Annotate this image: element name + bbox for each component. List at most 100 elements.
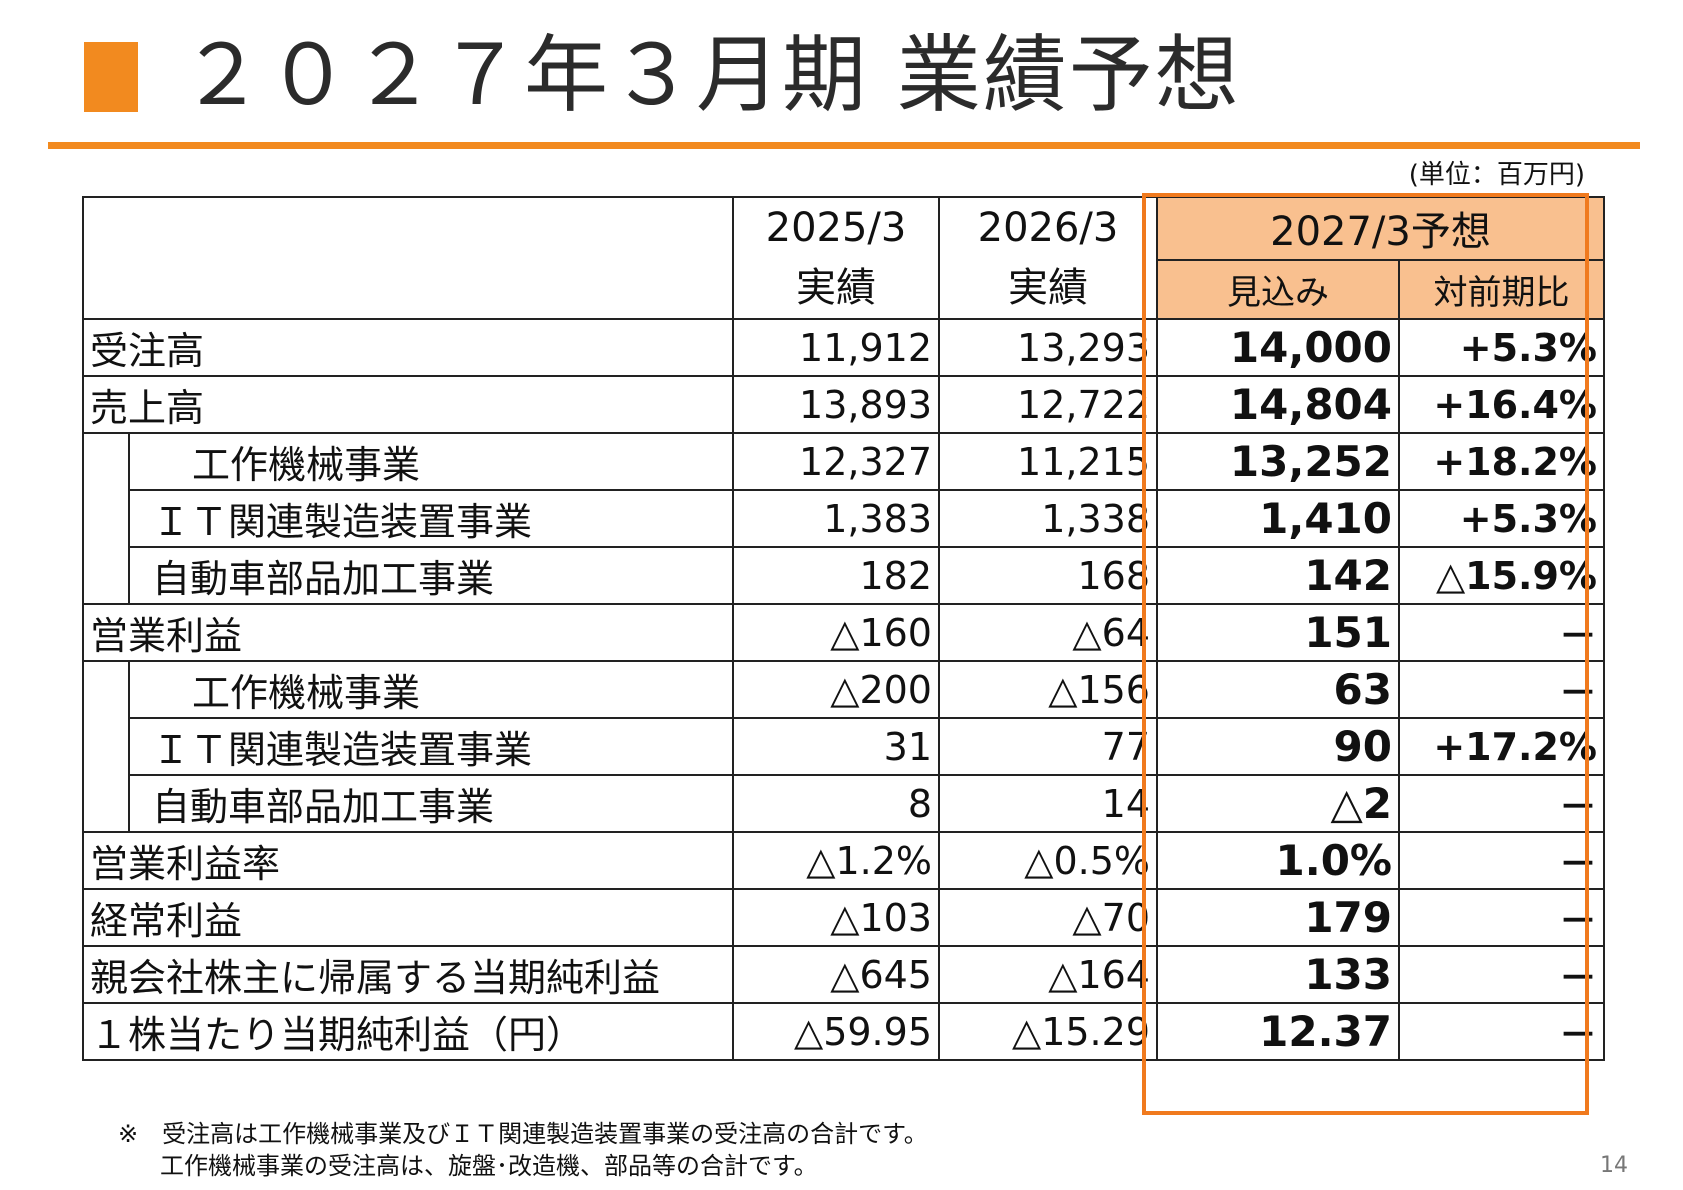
value-2026: △64	[938, 603, 1158, 662]
header-blank-cell	[82, 196, 734, 320]
value-2026: △164	[938, 945, 1158, 1004]
header-2026: 2026/3 実績	[938, 196, 1158, 320]
value-forecast: 63	[1156, 660, 1400, 719]
value-yoy: △15.9%	[1398, 546, 1605, 605]
value-2025: 1,383	[732, 489, 940, 548]
header-row-1: 2025/3 実績 2026/3 実績 2027/3予想	[82, 196, 1605, 320]
footnote-line-2: 工作機械事業の受注高は、旋盤･改造機、部品等の合計です。	[160, 1152, 818, 1180]
row-op-auto-parts: 自動車部品加工事業 8 14 △2 －	[83, 774, 1605, 833]
unit-note: (単位：百万円)	[1408, 160, 1585, 190]
row-label: 工作機械事業	[128, 432, 734, 491]
value-yoy: －	[1398, 660, 1605, 719]
value-yoy: +5.3%	[1398, 489, 1605, 548]
value-2026: △15.29	[938, 1002, 1158, 1061]
row-label: 営業利益率	[82, 831, 734, 890]
footnote-line-1: ※ 受注高は工作機械事業及びＩＴ関連製造装置事業の受注高の合計です。	[118, 1120, 928, 1148]
row-op-machine-tools: 工作機械事業 △200 △156 63 －	[82, 660, 1605, 832]
row-eps: １株当たり当期純利益（円） △59.95 △15.29 12.37 －	[82, 1002, 1605, 1061]
value-forecast: 142	[1156, 546, 1400, 605]
row-label: 自動車部品加工事業	[128, 546, 734, 605]
row-label: ＩＴ関連製造装置事業	[128, 717, 734, 776]
indent-spacer	[82, 433, 130, 604]
value-2026: 168	[938, 546, 1158, 605]
header-2026-sub: 実績	[1008, 265, 1088, 311]
row-sales-auto-parts: 自動車部品加工事業 182 168 142 △15.9%	[83, 546, 1605, 605]
value-2025: 11,912	[732, 318, 940, 377]
value-2025: △59.95	[732, 1002, 940, 1061]
value-2025: 13,893	[732, 375, 940, 434]
row-label: 工作機械事業	[128, 660, 734, 719]
row-sales: 売上高 13,893 12,722 14,804 +16.4%	[82, 375, 1605, 434]
header-forecast-title: 2027/3予想	[1156, 196, 1605, 261]
header-2025-year: 2025/3	[765, 205, 907, 251]
value-yoy: －	[1398, 774, 1605, 833]
row-orders: 受注高 11,912 13,293 14,000 +5.3%	[82, 318, 1605, 377]
value-yoy: +5.3%	[1398, 318, 1605, 377]
value-yoy: +18.2%	[1398, 432, 1605, 491]
value-2025: 31	[732, 717, 940, 776]
value-forecast: 133	[1156, 945, 1400, 1004]
header-forecast-estimate: 見込み	[1156, 258, 1400, 321]
row-label: ＩＴ関連製造装置事業	[128, 489, 734, 548]
value-yoy: +16.4%	[1398, 375, 1605, 434]
value-2025: △645	[732, 945, 940, 1004]
value-2025: △200	[732, 660, 940, 719]
row-net-income: 親会社株主に帰属する当期純利益 △645 △164 133 －	[82, 945, 1605, 1004]
value-2025: △1.2%	[732, 831, 940, 890]
value-2026: 14	[938, 774, 1158, 833]
row-label: 経常利益	[82, 888, 734, 947]
header-2026-year: 2026/3	[977, 205, 1119, 251]
value-2026: △156	[938, 660, 1158, 719]
value-forecast: 1.0%	[1156, 831, 1400, 890]
header-forecast-ratio: 対前期比	[1398, 258, 1605, 321]
row-label: 売上高	[82, 375, 734, 434]
value-yoy: －	[1398, 603, 1605, 662]
value-yoy: －	[1398, 831, 1605, 890]
value-2026: 13,293	[938, 318, 1158, 377]
value-2025: △103	[732, 888, 940, 947]
row-operating-profit: 営業利益 △160 △64 151 －	[82, 603, 1605, 662]
value-forecast: 14,000	[1156, 318, 1400, 377]
value-2026: △0.5%	[938, 831, 1158, 890]
value-2025: 12,327	[732, 432, 940, 491]
value-yoy: －	[1398, 1002, 1605, 1061]
value-2026: △70	[938, 888, 1158, 947]
value-yoy: －	[1398, 888, 1605, 947]
value-2026: 12,722	[938, 375, 1158, 434]
value-forecast: 1,410	[1156, 489, 1400, 548]
indent-spacer	[82, 661, 130, 832]
value-yoy: －	[1398, 945, 1605, 1004]
value-forecast: 90	[1156, 717, 1400, 776]
row-label: 営業利益	[82, 603, 734, 662]
value-2025: △160	[732, 603, 940, 662]
row-label: １株当たり当期純利益（円）	[82, 1002, 734, 1061]
page-title: ２０２７年３月期 業績予想	[180, 26, 1241, 124]
value-forecast: △2	[1156, 774, 1400, 833]
title-marker	[84, 42, 138, 112]
header-row-2: 見込み 対前期比	[83, 258, 1605, 321]
row-sales-machine-tools: 工作機械事業 12,327 11,215 13,252 +18.2%	[82, 432, 1605, 604]
value-forecast: 151	[1156, 603, 1400, 662]
header-2025: 2025/3 実績	[732, 196, 940, 320]
row-operating-margin: 営業利益率 △1.2% △0.5% 1.0% －	[82, 831, 1605, 890]
value-yoy: +17.2%	[1398, 717, 1605, 776]
value-forecast: 179	[1156, 888, 1400, 947]
forecast-table: 2025/3 実績 2026/3 実績 2027/3予想 見込み 対前期比 受注…	[82, 196, 1605, 1061]
row-label: 親会社株主に帰属する当期純利益	[82, 945, 734, 1004]
footnote: ※ 受注高は工作機械事業及びＩＴ関連製造装置事業の受注高の合計です。 工作機械事…	[118, 1118, 928, 1182]
row-ordinary-profit: 経常利益 △103 △70 179 －	[82, 888, 1605, 947]
header-2025-sub: 実績	[796, 265, 876, 311]
row-sales-it-equipment: ＩＴ関連製造装置事業 1,383 1,338 1,410 +5.3%	[83, 489, 1605, 548]
row-label: 自動車部品加工事業	[128, 774, 734, 833]
title-underline	[48, 142, 1640, 149]
value-2025: 8	[732, 774, 940, 833]
value-2025: 182	[732, 546, 940, 605]
value-forecast: 12.37	[1156, 1002, 1400, 1061]
page-number: 14	[1600, 1153, 1628, 1178]
value-2026: 1,338	[938, 489, 1158, 548]
row-op-it-equipment: ＩＴ関連製造装置事業 31 77 90 +17.2%	[83, 717, 1605, 776]
value-forecast: 13,252	[1156, 432, 1400, 491]
row-label: 受注高	[82, 318, 734, 377]
value-2026: 11,215	[938, 432, 1158, 491]
value-forecast: 14,804	[1156, 375, 1400, 434]
